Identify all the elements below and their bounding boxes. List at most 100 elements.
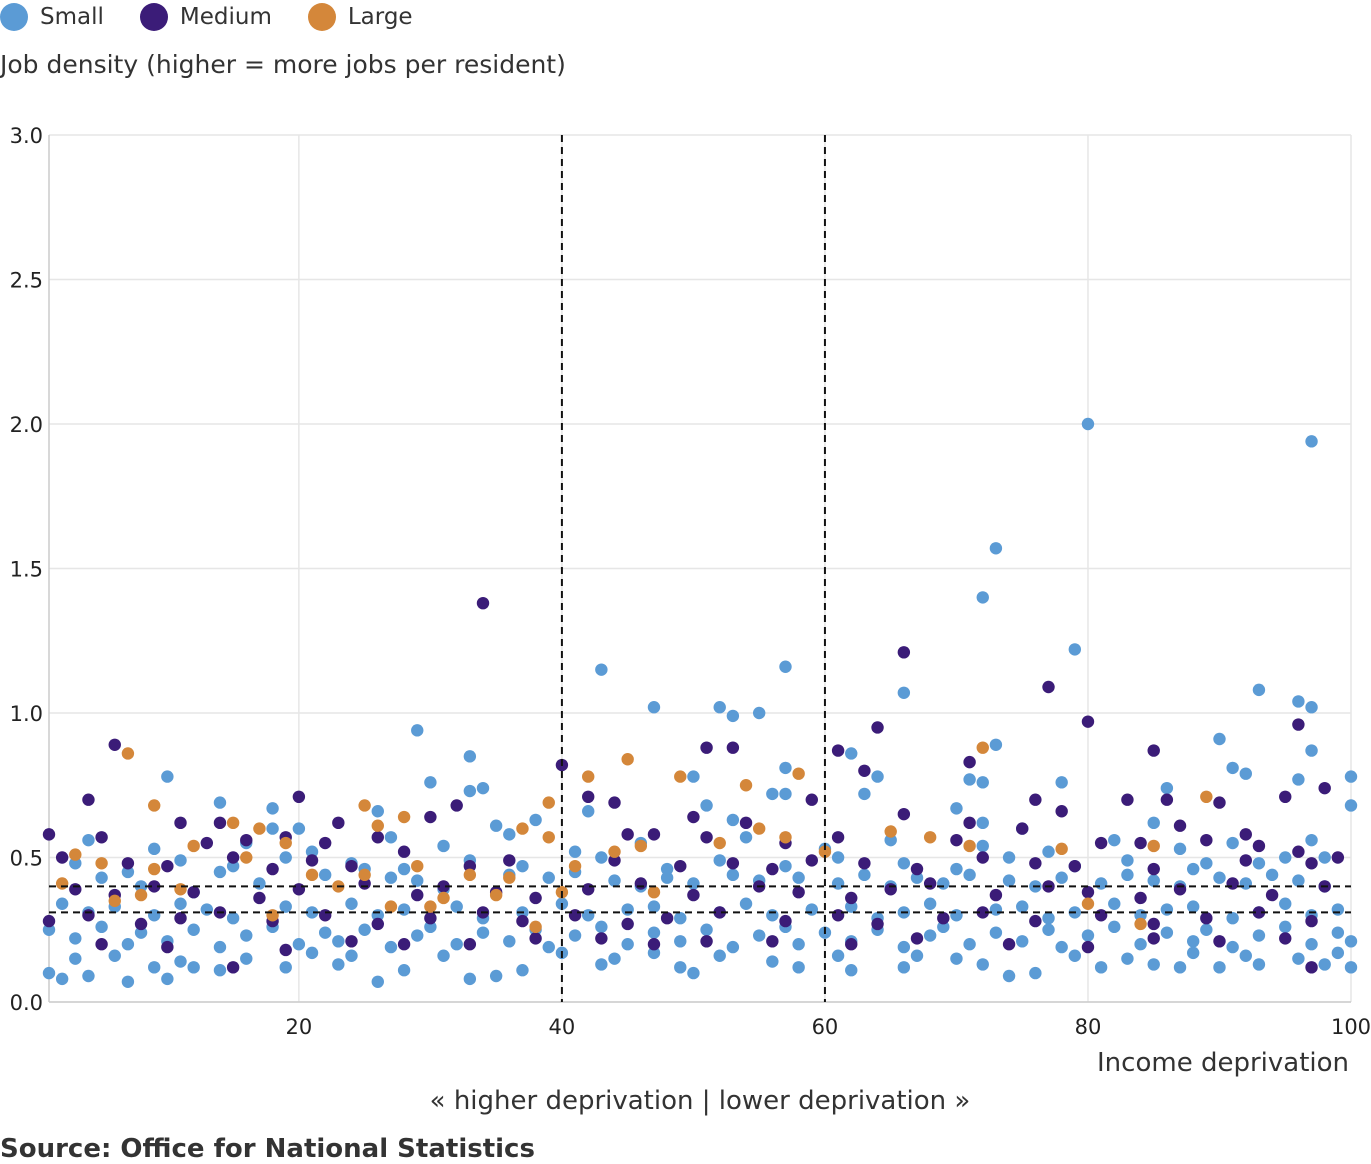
data-point-medium	[240, 833, 253, 847]
data-point-small	[713, 854, 726, 867]
data-point-small	[213, 796, 227, 809]
data-point-medium	[1173, 883, 1187, 896]
legend-swatch-small	[0, 3, 28, 31]
data-point-small	[621, 938, 634, 951]
data-point-small	[897, 961, 911, 974]
data-point-large	[240, 851, 253, 864]
data-point-medium	[831, 831, 845, 844]
data-point-small	[845, 747, 858, 760]
data-point-medium	[700, 741, 713, 754]
data-point-medium	[1147, 862, 1160, 876]
data-point-large	[371, 819, 384, 832]
data-point-small	[305, 946, 319, 960]
data-point-small	[174, 897, 187, 910]
data-point-small	[910, 949, 924, 962]
data-point-large	[542, 831, 555, 844]
data-point-large	[674, 770, 687, 783]
y-tick-label: 1.5	[10, 558, 43, 582]
data-point-small	[950, 802, 963, 815]
legend-item-medium[interactable]: Medium	[139, 3, 272, 31]
legend-item-large[interactable]: Large	[307, 3, 413, 31]
data-point-small	[148, 842, 161, 856]
data-point-small	[1108, 833, 1121, 847]
data-point-medium	[450, 799, 463, 812]
data-point-small	[726, 868, 740, 882]
data-point-large	[279, 836, 292, 850]
data-point-medium	[923, 877, 937, 890]
data-point-medium	[1134, 891, 1147, 905]
data-point-small	[923, 929, 937, 942]
data-point-small	[923, 897, 937, 910]
data-point-small	[608, 874, 621, 887]
data-point-small	[437, 839, 450, 853]
data-point-large	[266, 909, 279, 922]
legend: Small Medium Large	[0, 0, 449, 34]
data-point-medium	[1029, 914, 1042, 928]
data-point-small	[95, 920, 108, 934]
data-point-small	[739, 831, 753, 844]
data-point-small	[792, 961, 805, 974]
data-point-small	[187, 923, 200, 936]
data-point-large	[713, 836, 726, 850]
x-tick-label: 80	[1075, 1015, 1102, 1039]
data-point-medium	[279, 943, 292, 957]
data-point-small	[910, 871, 924, 884]
data-point-medium	[253, 891, 266, 905]
data-point-small	[148, 961, 161, 974]
data-point-small	[1016, 935, 1029, 948]
data-point-medium	[1134, 836, 1147, 850]
data-point-medium	[950, 833, 963, 847]
data-point-small	[1094, 961, 1108, 974]
data-point-small	[937, 877, 950, 890]
data-point-medium	[213, 816, 227, 830]
data-point-medium	[1239, 828, 1252, 841]
data-point-small	[1252, 929, 1266, 942]
data-point-small	[1068, 643, 1082, 656]
data-point-medium	[226, 961, 240, 974]
data-point-medium	[766, 862, 779, 876]
data-point-medium	[989, 888, 1003, 902]
data-point-medium	[161, 859, 174, 873]
data-point-medium	[332, 816, 345, 830]
data-point-small	[1331, 903, 1345, 916]
data-point-large	[187, 839, 200, 853]
data-point-medium	[1081, 885, 1095, 899]
data-point-medium	[345, 935, 358, 948]
data-points	[42, 417, 1358, 988]
data-point-small	[1121, 868, 1134, 882]
data-point-small	[42, 966, 56, 980]
data-point-small	[595, 663, 608, 676]
data-point-small	[1226, 761, 1239, 775]
data-point-medium	[634, 877, 648, 890]
data-point-medium	[371, 917, 384, 931]
data-point-medium	[200, 836, 214, 850]
data-point-small	[121, 938, 135, 951]
data-point-small	[279, 961, 292, 974]
data-point-medium	[792, 885, 805, 899]
series-large	[55, 741, 1213, 934]
data-point-small	[1292, 952, 1305, 965]
data-point-medium	[42, 828, 56, 841]
data-point-small	[516, 859, 529, 873]
data-point-small	[318, 868, 332, 882]
data-point-medium	[424, 810, 437, 824]
data-point-small	[937, 920, 950, 934]
data-point-medium	[831, 909, 845, 922]
data-point-medium	[963, 755, 976, 769]
data-point-small	[766, 787, 779, 801]
data-point-medium	[174, 911, 187, 925]
legend-item-small[interactable]: Small	[0, 3, 104, 31]
data-point-large	[411, 859, 424, 873]
data-point-small	[463, 784, 477, 798]
data-point-small	[739, 897, 753, 910]
data-point-small	[779, 787, 792, 801]
data-point-small	[831, 949, 845, 962]
data-point-large	[55, 877, 69, 890]
data-point-medium	[726, 741, 740, 754]
data-point-small	[1042, 911, 1055, 925]
data-point-large	[148, 862, 161, 876]
data-point-small	[134, 880, 148, 893]
data-point-small	[963, 868, 976, 882]
data-point-small	[476, 926, 490, 939]
data-point-large	[148, 799, 161, 812]
